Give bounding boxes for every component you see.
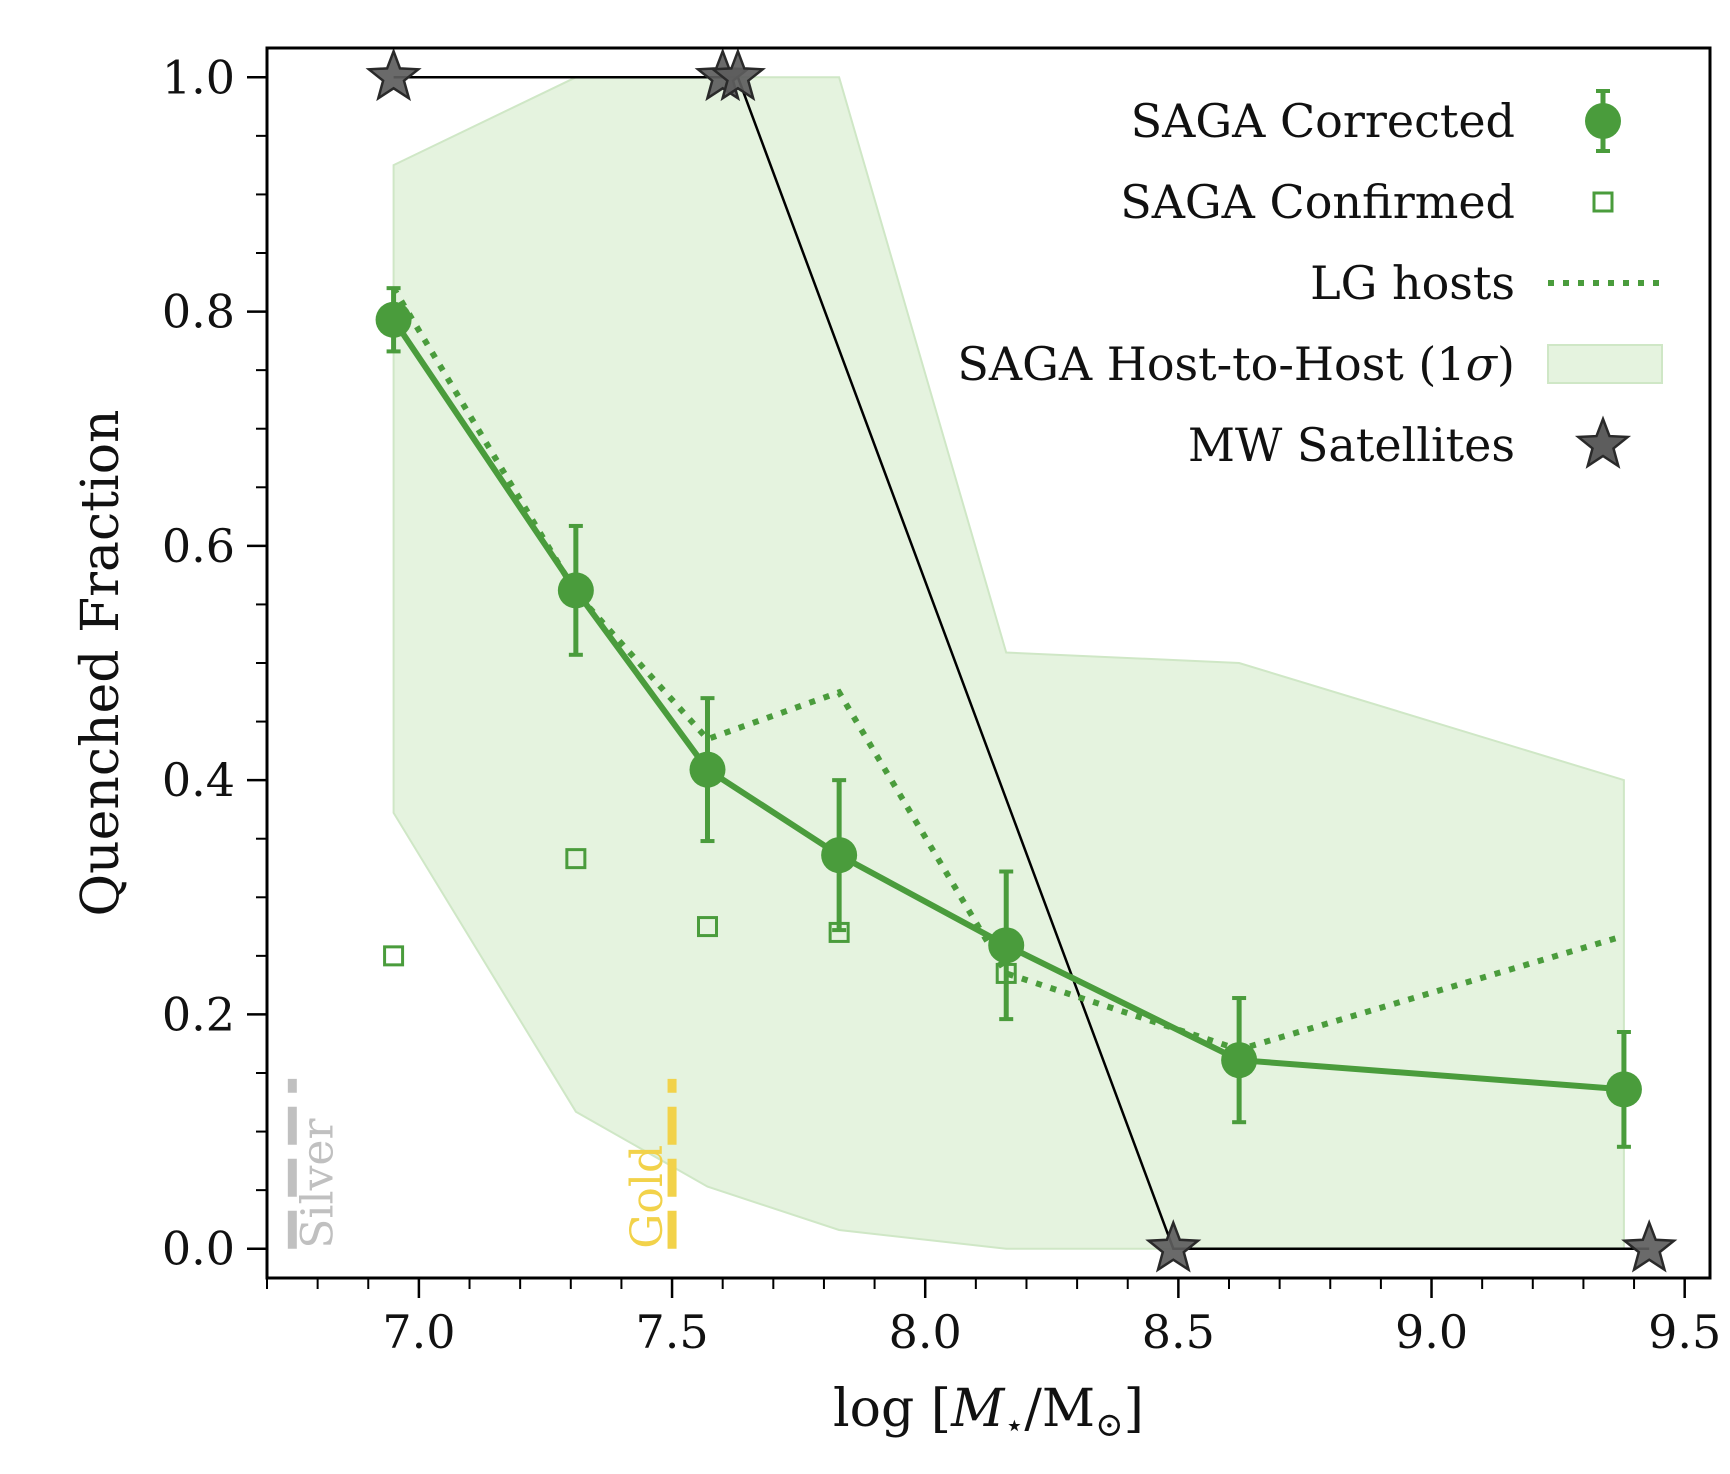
y-tick-label: 0.2 [162,987,235,1041]
y-tick-label: 0.4 [162,753,235,807]
saga-corrected-point [821,837,858,874]
legend-square-marker [1592,191,1614,213]
y-tick-label: 1.0 [162,50,235,104]
legend-entry: SAGA Confirmed [1120,175,1614,229]
x-tick-label: 8.0 [889,1305,962,1359]
legend-label: LG hosts [1310,256,1515,310]
mw-satellite-star [709,47,766,102]
y-axis-label: Quenched Fraction [71,410,131,917]
mw-satellite-star [1621,1219,1678,1273]
saga-confirmed-point [565,848,587,870]
saga-corrected-point [689,751,726,788]
x-tick-label: 9.5 [1648,1305,1721,1359]
legend-label: SAGA Corrected [1131,94,1515,148]
plot-area [287,76,1650,1250]
silver-label: Silver [292,1118,343,1249]
gold-label: Gold [622,1145,673,1249]
saga-corrected-point [1605,1071,1642,1108]
x-tick-label: 8.5 [1142,1305,1215,1359]
legend-label: MW Satellites [1188,418,1515,472]
saga-corrected-point [557,572,594,609]
saga-confirmed-point [383,945,405,967]
saga-corrected-point [375,301,412,338]
x-tick-label: 9.0 [1395,1305,1468,1359]
legend-band-swatch [1547,344,1663,384]
saga-corrected-point [988,927,1025,964]
legend-label: SAGA Host-to-Host (1σ) [957,337,1515,391]
x-tick-label: 7.5 [635,1305,708,1359]
y-tick-label: 0.0 [162,1222,235,1276]
saga-confirmed-point [696,916,718,938]
legend-entry: SAGA Corrected [1131,89,1621,153]
legend-star-marker [1574,415,1632,469]
y-tick-label: 0.8 [162,285,235,339]
mw-satellite-star [1145,1219,1202,1273]
x-axis-label: log [M⋆/M⊙] [833,1379,1144,1445]
x-tick-label: 7.0 [382,1305,455,1359]
legend-entry: SAGA Host-to-Host (1σ) [957,337,1663,391]
y-tick-label: 0.6 [162,519,235,573]
saga-corrected-point [1221,1042,1258,1079]
legend-circle-marker [1585,103,1621,139]
legend-entry: LG hosts [1310,256,1660,310]
mw-satellite-star [365,47,422,102]
legend-entry: MW Satellites [1188,415,1632,472]
legend-label: SAGA Confirmed [1120,175,1515,229]
